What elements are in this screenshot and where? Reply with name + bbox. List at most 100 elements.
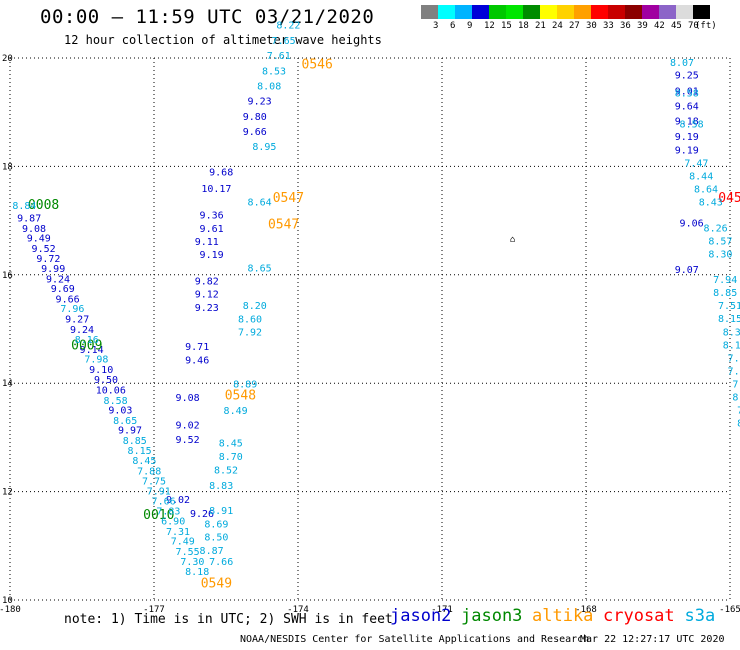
data-point-s3a: 8.57 bbox=[708, 236, 732, 247]
data-point-jason2: 9.49 bbox=[27, 234, 51, 245]
data-point-s3a: 7.91 bbox=[147, 486, 171, 497]
colorbar-swatch bbox=[676, 5, 693, 19]
data-point-jason2: 9.61 bbox=[200, 224, 224, 235]
data-point-jason2: 9.66 bbox=[243, 127, 267, 138]
colorbar-label: 9 bbox=[467, 21, 473, 31]
data-point-jason2: 9.02 bbox=[176, 421, 200, 432]
colorbar-swatch bbox=[693, 5, 710, 19]
colorbar bbox=[421, 5, 710, 19]
data-point-s3a: 8.26 bbox=[704, 223, 728, 234]
x-tick-label: -168 bbox=[575, 605, 597, 615]
data-point-s3a: 8.16 bbox=[737, 419, 740, 430]
data-point-jason2: 9.12 bbox=[195, 290, 219, 301]
data-point-jason2: 9.52 bbox=[32, 244, 56, 255]
data-point-jason2: 9.50 bbox=[94, 375, 118, 386]
data-point-s3a: 7.61 bbox=[267, 51, 291, 62]
data-point-jason2: 9.66 bbox=[56, 294, 80, 305]
data-point-s3a: 7.49 bbox=[171, 537, 195, 548]
colorbar-label: 45 bbox=[671, 21, 682, 31]
data-point-jason2: 9.80 bbox=[243, 112, 267, 123]
data-point-s3a: 8.65 bbox=[248, 264, 272, 275]
data-point-s3a: 8.53 bbox=[262, 66, 286, 77]
data-point-jason2: 10.17 bbox=[201, 184, 231, 195]
data-point-s3a: 8.15 bbox=[128, 446, 152, 457]
data-point-jason2: 9.99 bbox=[41, 264, 65, 275]
colorbar-label: 3 bbox=[433, 21, 439, 31]
data-point-s3a: 7.38 bbox=[732, 380, 740, 391]
x-tick-label: -174 bbox=[287, 605, 309, 615]
colorbar-swatch bbox=[472, 5, 489, 19]
data-point-jason2: 9.64 bbox=[675, 101, 699, 112]
data-point-s3a: 7.67 bbox=[728, 367, 740, 378]
legend-cryosat: cryosat bbox=[603, 606, 675, 626]
data-point-altika: 0548 bbox=[225, 388, 256, 403]
data-point-jason2: 9.24 bbox=[46, 274, 70, 285]
data-point-jason2: 9.19 bbox=[200, 250, 224, 261]
data-point-jason2: 9.97 bbox=[118, 426, 142, 437]
legend-altika: altika bbox=[532, 606, 594, 626]
data-point-s3a: 8.07 bbox=[732, 393, 740, 404]
data-point-jason2: 9.24 bbox=[70, 325, 94, 336]
colorbar-label: 36 bbox=[620, 21, 631, 31]
colorbar-swatch bbox=[489, 5, 506, 19]
colorbar-swatch bbox=[557, 5, 574, 19]
data-point-jason2: 9.08 bbox=[22, 224, 46, 235]
data-point-s3a: 8.85 bbox=[713, 288, 737, 299]
data-point-s3a: 7.38 bbox=[728, 354, 740, 365]
colorbar-swatch bbox=[540, 5, 557, 19]
data-point-jason2: 9.07 bbox=[675, 265, 699, 276]
data-point-jason2: 9.25 bbox=[675, 71, 699, 82]
data-point-altika: 0546 bbox=[302, 57, 333, 72]
colorbar-label: 42 bbox=[654, 21, 665, 31]
footer-note: note: 1) Time is in UTC; 2) SWH is in fe… bbox=[64, 612, 393, 627]
data-point-s3a: 8.58 bbox=[675, 88, 699, 99]
data-point-jason2: 10.06 bbox=[96, 385, 126, 396]
colorbar-swatch bbox=[438, 5, 455, 19]
data-point-s3a: 8.85 bbox=[123, 436, 147, 447]
data-point-altika: 0547 bbox=[273, 191, 304, 206]
station-marker-icon: ⌂ bbox=[510, 235, 515, 245]
data-point-s3a: 7.96 bbox=[60, 304, 84, 315]
colorbar-label: 21 bbox=[535, 21, 546, 31]
data-point-jason2: 9.18 bbox=[675, 117, 699, 128]
data-point-s3a: 8.58 bbox=[680, 119, 704, 130]
data-point-s3a: 7.65 bbox=[272, 36, 296, 47]
colorbar-swatch bbox=[506, 5, 523, 19]
legend-s3a: s3a bbox=[684, 606, 716, 626]
colorbar-swatch bbox=[523, 5, 540, 19]
data-point-cryosat: 045 bbox=[718, 191, 740, 206]
data-point-s3a: 8.20 bbox=[243, 301, 267, 312]
data-point-s3a: 8.08 bbox=[257, 81, 281, 92]
data-point-s3a: 7.92 bbox=[238, 328, 262, 339]
x-tick-label: -171 bbox=[431, 605, 453, 615]
data-point-jason2: 9.87 bbox=[17, 214, 41, 225]
data-point-s3a: 8.52 bbox=[214, 466, 238, 477]
y-tick-label: 16 bbox=[2, 271, 13, 281]
data-point-jason2: 9.19 bbox=[675, 132, 699, 143]
data-point-s3a: 8.64 bbox=[694, 184, 718, 195]
data-point-jason2: 9.03 bbox=[108, 406, 132, 417]
data-point-s3a: 8.45 bbox=[132, 456, 156, 467]
legend-jason2: jason2 bbox=[390, 606, 452, 626]
data-point-jason2: 9.69 bbox=[51, 284, 75, 295]
data-point-s3a: 7.47 bbox=[684, 158, 708, 169]
data-point-s3a: 8.50 bbox=[204, 532, 228, 543]
data-point-s3a: 8.22 bbox=[276, 21, 300, 32]
y-tick-label: 18 bbox=[2, 162, 13, 172]
data-point-s3a: 8.69 bbox=[204, 519, 228, 530]
data-point-jason2: 9.82 bbox=[195, 277, 219, 288]
data-point-s3a: 8.30 bbox=[708, 249, 732, 260]
colorbar-swatch bbox=[642, 5, 659, 19]
colorbar-label: 24 bbox=[552, 21, 563, 31]
data-point-jason2: 9.10 bbox=[89, 365, 113, 376]
data-point-altika: 0549 bbox=[201, 577, 232, 592]
y-tick-label: 10 bbox=[2, 596, 13, 606]
colorbar-label: 27 bbox=[569, 21, 580, 31]
data-point-s3a: 7.94 bbox=[713, 275, 737, 286]
data-point-s3a: 8.15 bbox=[718, 314, 740, 325]
colorbar-label: (ft) bbox=[695, 21, 717, 31]
data-point-jason2: 9.23 bbox=[195, 303, 219, 314]
data-point-s3a: 8.49 bbox=[224, 406, 248, 417]
data-point-s3a: 8.58 bbox=[104, 396, 128, 407]
data-point-s3a: 7.55 bbox=[176, 547, 200, 558]
